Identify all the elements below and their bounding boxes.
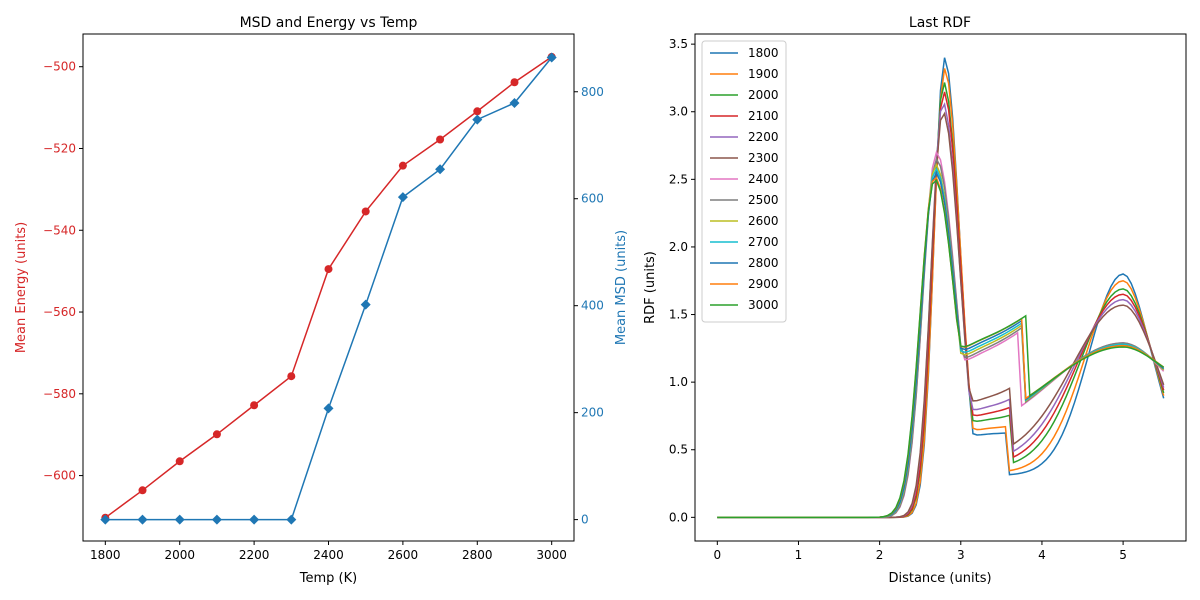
legend-label: 2400	[748, 172, 779, 186]
x-tick-label-left: 2600	[388, 548, 419, 562]
legend-label: 2100	[748, 109, 779, 123]
energy-point	[324, 265, 333, 274]
plot-frame-right	[694, 33, 1187, 542]
left-y-tick-label: −540	[43, 223, 76, 237]
x-tick-label-right: 0	[713, 548, 721, 562]
y-tick-label-right: 1.0	[669, 375, 688, 389]
x-tick-label-right: 5	[1119, 548, 1127, 562]
msd-energy-chart: MSD and Energy vs Temp 1800 2000 2200 2400 2…	[14, 15, 629, 586]
energy-point	[138, 486, 147, 495]
x-axis-label-left: Temp (K)	[299, 571, 357, 586]
legend-label: 2000	[748, 88, 779, 102]
y-tick-label-right: 0.5	[669, 443, 688, 457]
x-tick-label-right: 4	[1038, 548, 1046, 562]
y-tick-label-right: 0.0	[669, 510, 688, 524]
energy-point	[473, 107, 482, 116]
chart-title-rdf: Last RDF	[909, 15, 971, 31]
right-y-axis-label: Mean MSD (units)	[614, 230, 629, 345]
legend-label: 2800	[748, 256, 779, 270]
msd-point	[137, 514, 148, 525]
legend-label: 2900	[748, 277, 779, 291]
left-y-tick-label: −560	[43, 305, 76, 319]
legend-label: 2500	[748, 193, 779, 207]
y-axis-ticks-right: 0.0 0.5 1.0 1.5 2.0 2.5 3.0 3.5	[669, 37, 695, 524]
msd-series	[100, 52, 557, 525]
right-y-tick-label: 800	[581, 85, 604, 99]
energy-point	[212, 430, 221, 439]
x-tick-label-left: 2200	[239, 548, 270, 562]
right-y-tick-label: 0	[581, 513, 589, 527]
msd-point	[211, 514, 222, 525]
energy-point	[361, 207, 370, 216]
msd-point	[360, 299, 371, 310]
energy-point	[287, 372, 296, 381]
energy-point	[250, 401, 259, 410]
msd-point	[546, 52, 557, 63]
x-axis-ticks-left: 1800 2000 2200 2400 2600 2800 3000	[90, 541, 567, 562]
left-y-axis-label: Mean Energy (units)	[14, 222, 29, 353]
legend: 1800 1900 2000 2100 2200 2300 2400 2500 2600 2700…	[701, 40, 787, 323]
legend-label: 2300	[748, 151, 779, 165]
msd-point	[509, 97, 520, 108]
legend-box	[701, 40, 787, 323]
y-tick-label-right: 2.5	[669, 172, 688, 186]
chart-title-msd-energy: MSD and Energy vs Temp	[240, 15, 418, 31]
left-y-tick-label: −520	[43, 141, 76, 155]
msd-point	[435, 164, 446, 175]
x-tick-label-left: 2800	[462, 548, 493, 562]
left-y-axis-ticks: −600 −580 −560 −540 −520 −500	[43, 60, 83, 483]
y-axis-label-right: RDF (units)	[643, 251, 658, 324]
right-y-tick-label: 400	[581, 299, 604, 313]
energy-point	[436, 135, 445, 144]
energy-series	[101, 52, 556, 522]
msd-point	[286, 514, 297, 525]
rdf-line-3000	[717, 179, 1165, 519]
x-axis-label-right: Distance (units)	[888, 571, 991, 586]
msd-point	[472, 114, 483, 125]
msd-point	[174, 514, 185, 525]
y-tick-label-right: 2.0	[669, 240, 688, 254]
x-tick-label-right: 1	[795, 548, 803, 562]
y-tick-label-right: 3.5	[669, 37, 688, 51]
legend-label: 2200	[748, 130, 779, 144]
x-axis-ticks-right: 0 1 2 3 4 5	[713, 541, 1127, 562]
legend-label: 3000	[748, 298, 779, 312]
legend-label: 1900	[748, 67, 779, 81]
legend-label: 1800	[748, 46, 779, 60]
energy-point	[398, 161, 407, 170]
energy-point	[175, 457, 184, 466]
x-tick-label-left: 2400	[313, 548, 344, 562]
x-tick-label-left: 3000	[536, 548, 567, 562]
rdf-series-group	[717, 57, 1165, 519]
left-y-tick-label: −580	[43, 387, 76, 401]
right-y-axis-ticks: 0 200 400 600 800	[574, 85, 604, 527]
msd-point	[323, 403, 334, 414]
legend-label: 2700	[748, 235, 779, 249]
x-tick-label-right: 3	[957, 548, 965, 562]
right-y-tick-label: 600	[581, 192, 604, 206]
y-tick-label-right: 3.0	[669, 105, 688, 119]
legend-label: 2600	[748, 214, 779, 228]
left-y-tick-label: −500	[43, 60, 76, 74]
right-y-tick-label: 200	[581, 406, 604, 420]
msd-point	[397, 192, 408, 203]
x-tick-label-left: 2000	[164, 548, 195, 562]
left-y-tick-label: −600	[43, 469, 76, 483]
x-tick-label-right: 2	[876, 548, 884, 562]
rdf-chart: Last RDF 0 1 2 3 4 5 0.0 0.5 1.0 1.5 2.0 2.5 3.0 3.5…	[643, 15, 1187, 586]
y-tick-label-right: 1.5	[669, 308, 688, 322]
msd-point	[100, 514, 111, 525]
energy-point	[510, 78, 519, 87]
x-tick-label-left: 1800	[90, 548, 121, 562]
msd-point	[249, 514, 260, 525]
